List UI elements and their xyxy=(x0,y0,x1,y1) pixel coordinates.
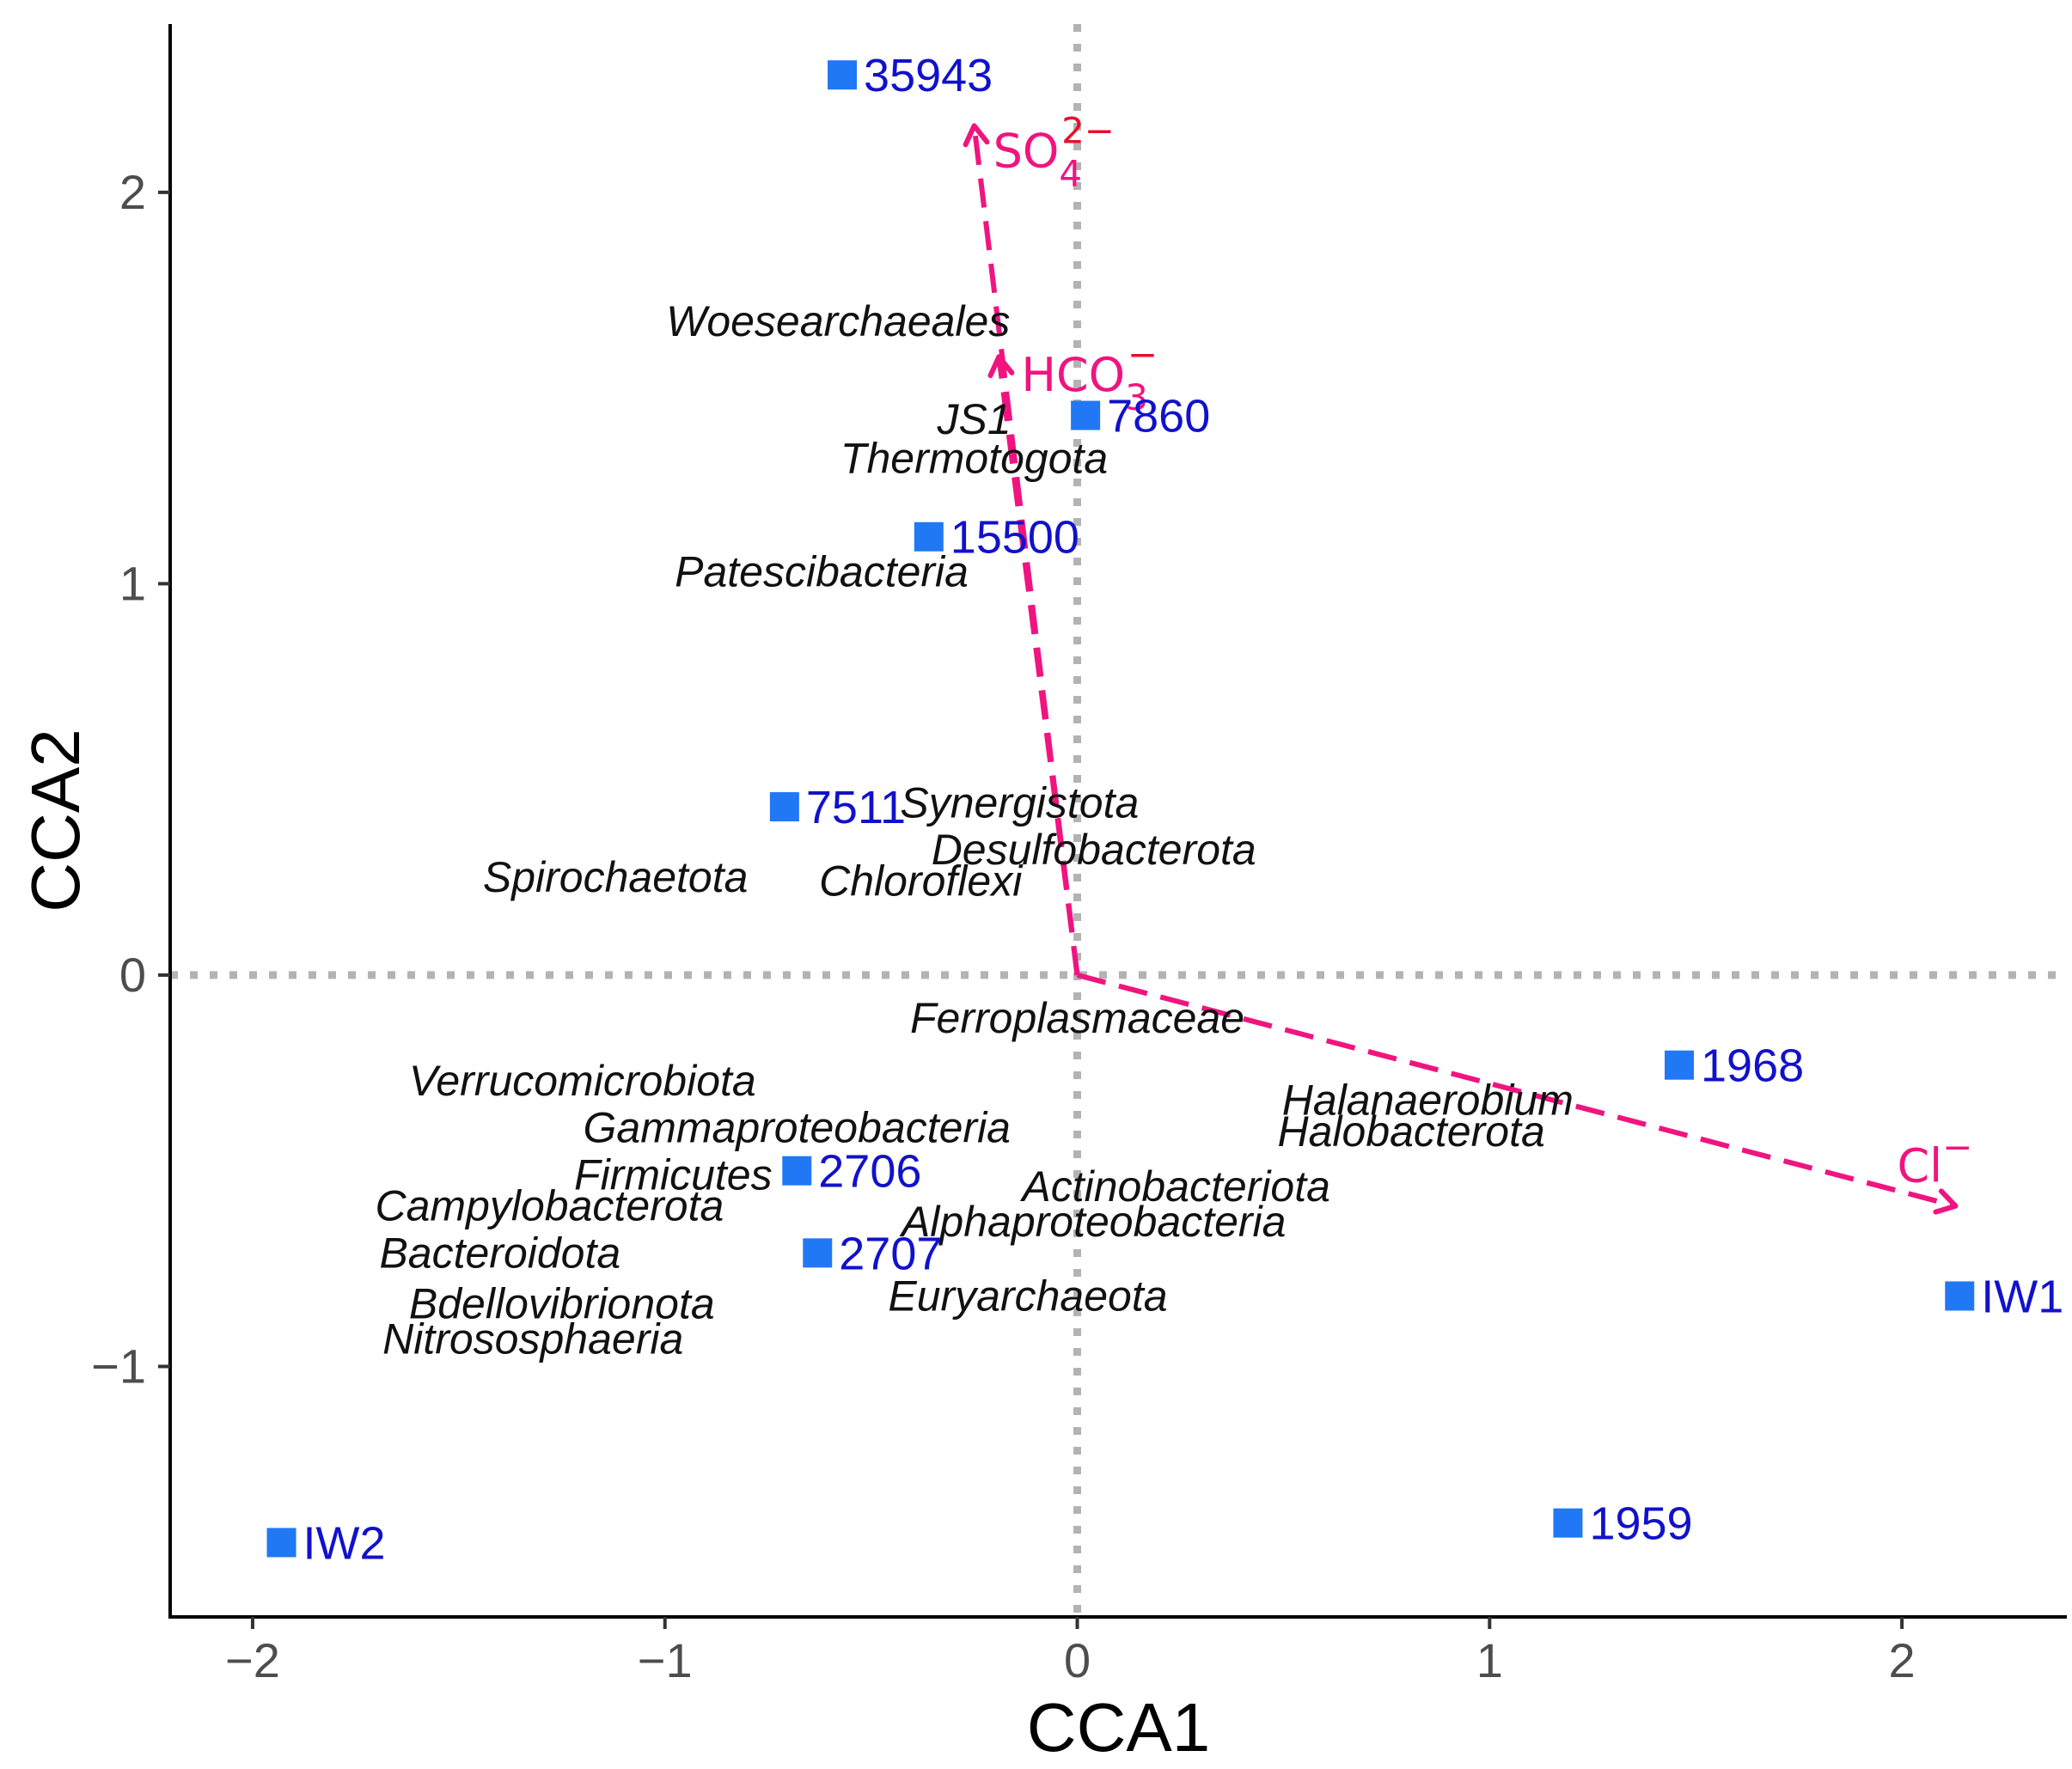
env-vector-arrowhead xyxy=(963,123,990,148)
x-tick-label: −2 xyxy=(225,1633,280,1687)
y-axis-title: CCA2 xyxy=(17,729,94,912)
env-vector-label: Cl− xyxy=(1897,1126,1972,1193)
taxon-label: Patescibacteria xyxy=(675,548,969,596)
site-point xyxy=(782,1156,812,1186)
env-label-subscript: 4 xyxy=(1059,152,1082,194)
site-label: IW2 xyxy=(303,1517,386,1569)
site-label: 35943 xyxy=(864,50,993,101)
x-tick-label: 0 xyxy=(1064,1633,1091,1687)
taxon-label: Actinobacteriota xyxy=(1019,1162,1330,1211)
taxon-label: Halobacterota xyxy=(1277,1107,1544,1156)
taxon-label: Nitrososphaeria xyxy=(382,1315,683,1363)
taxon-label: Halanaerobium xyxy=(1282,1077,1574,1125)
taxon-label: Alphaproteobacteria xyxy=(899,1198,1287,1246)
env-label-main: Cl xyxy=(1897,1139,1942,1193)
taxon-label: Thermotogota xyxy=(840,435,1108,483)
site-label: 15500 xyxy=(950,512,1079,564)
x-tick-label: −1 xyxy=(638,1633,693,1687)
site-label: IW1 xyxy=(1981,1271,2063,1322)
taxon-label: Woesearchaeales xyxy=(666,297,1010,345)
env-vector-arrowhead xyxy=(1933,1188,1959,1215)
taxon-label: Spirochaetota xyxy=(483,853,749,901)
taxon-label: Campylobacterota xyxy=(376,1182,724,1230)
site-point xyxy=(266,1528,296,1558)
environmental-vectors: SO42−HCO3−Cl− xyxy=(963,109,1972,1215)
env-vector-arrowhead xyxy=(987,354,1015,379)
x-tick-label: 1 xyxy=(1476,1633,1503,1687)
site-label: 7511 xyxy=(806,782,906,833)
site-point xyxy=(1071,400,1101,430)
reference-lines xyxy=(170,24,2067,1617)
site-label: 2707 xyxy=(839,1228,942,1279)
x-tick-label: 2 xyxy=(1889,1633,1916,1687)
site-point xyxy=(828,60,858,90)
env-label-subscript: 3 xyxy=(1125,376,1148,418)
env-vector-line xyxy=(996,356,1080,976)
site-point xyxy=(1665,1050,1695,1080)
site-label: 2706 xyxy=(818,1146,921,1198)
y-tick-label: 0 xyxy=(119,948,146,1002)
taxon-label: Firmicutes xyxy=(574,1150,773,1199)
site-point xyxy=(914,522,944,552)
y-tick-label: −1 xyxy=(91,1339,146,1393)
taxon-label: Bacteroidota xyxy=(379,1229,620,1277)
taxon-label: Synergistota xyxy=(900,779,1139,827)
y-tick-label: 1 xyxy=(119,556,146,610)
taxon-label: Euryarchaeota xyxy=(888,1272,1167,1320)
env-label-superscript: − xyxy=(1128,333,1158,375)
site-label: 1959 xyxy=(1589,1498,1692,1550)
site-point xyxy=(1553,1508,1583,1538)
taxon-label: Desulfobacterota xyxy=(932,826,1256,874)
x-axis-title: CCA1 xyxy=(1027,1689,1210,1766)
taxon-label: Verrucomicrobiota xyxy=(409,1057,756,1105)
taxon-label: Gammaproteobacteria xyxy=(584,1104,1011,1152)
env-label-main: HCO xyxy=(1021,348,1125,402)
site-points: 35943 7860 15500 7511 1968 2706 2707 IW1 1959 IW2 xyxy=(266,50,2063,1569)
taxon-label: Chloroflexi xyxy=(819,857,1024,906)
env-label-superscript: − xyxy=(1942,1126,1972,1168)
site-point xyxy=(769,792,799,822)
taxon-label: Ferroplasmaceae xyxy=(910,994,1244,1042)
env-vector-label: HCO3− xyxy=(1021,333,1158,418)
site-label: 1968 xyxy=(1701,1040,1804,1092)
axes: −2 −1 0 1 2 −1 0 1 2 xyxy=(91,24,2067,1687)
env-vector-line xyxy=(1076,973,1957,1209)
site-point xyxy=(1945,1281,1975,1311)
env-label-superscript: 2− xyxy=(1061,109,1115,151)
site-point xyxy=(803,1238,833,1268)
y-tick-label: 2 xyxy=(119,165,146,219)
site-label: 7860 xyxy=(1107,391,1210,442)
taxon-label: JS1 xyxy=(936,395,1011,443)
env-label-main: SO xyxy=(993,124,1060,178)
taxon-label: Bdellovibrionota xyxy=(409,1280,715,1328)
env-vector-label: SO42− xyxy=(993,109,1115,194)
